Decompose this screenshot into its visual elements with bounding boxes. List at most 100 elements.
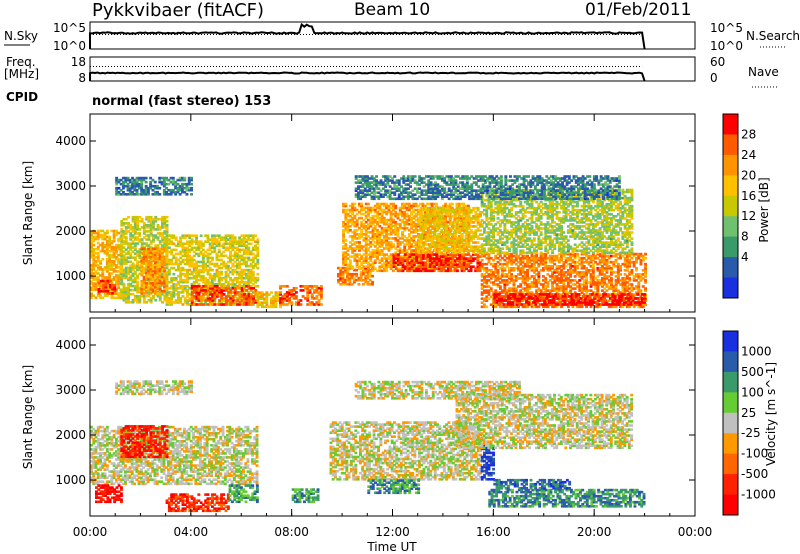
power-cell bbox=[226, 264, 230, 268]
power-cell bbox=[136, 232, 139, 235]
power-cell bbox=[465, 223, 469, 226]
power-cell bbox=[170, 250, 174, 254]
power-cell bbox=[156, 244, 160, 247]
power-cell bbox=[161, 222, 164, 225]
power-cell bbox=[249, 234, 253, 237]
power-cell bbox=[242, 252, 246, 256]
power-cell bbox=[351, 218, 355, 222]
power-cell bbox=[163, 255, 166, 259]
power-cell bbox=[435, 219, 439, 222]
power-cell bbox=[90, 237, 93, 241]
power-cell bbox=[158, 276, 162, 280]
power-cell bbox=[199, 242, 203, 246]
power-cell bbox=[127, 288, 130, 292]
power-cell bbox=[229, 293, 232, 296]
power-cell bbox=[113, 285, 117, 289]
power-cell bbox=[414, 208, 418, 212]
power-cell bbox=[476, 259, 480, 262]
power-cell bbox=[170, 287, 174, 290]
power-cell bbox=[512, 267, 516, 270]
power-cell bbox=[392, 243, 395, 246]
power-cell bbox=[410, 206, 413, 210]
power-cell bbox=[283, 299, 287, 302]
power-cell bbox=[344, 214, 348, 218]
power-cell bbox=[208, 252, 212, 256]
power-cell bbox=[256, 301, 260, 304]
power-cell bbox=[102, 285, 105, 289]
power-cell bbox=[217, 240, 221, 243]
power-cell bbox=[147, 249, 151, 252]
power-cell bbox=[140, 279, 144, 283]
power-cell bbox=[369, 210, 373, 214]
power-cell bbox=[183, 280, 187, 284]
power-cell bbox=[508, 281, 511, 284]
power-cell bbox=[297, 299, 301, 302]
power-cell bbox=[355, 212, 359, 216]
power-cell bbox=[437, 247, 441, 250]
power-cell bbox=[387, 265, 391, 268]
power-cell bbox=[110, 253, 114, 257]
power-cell bbox=[156, 271, 160, 275]
power-cell bbox=[494, 262, 498, 266]
power-cell bbox=[256, 252, 260, 256]
power-cell bbox=[195, 252, 198, 256]
power-cell bbox=[489, 271, 493, 274]
power-cell bbox=[245, 274, 248, 278]
power-cell bbox=[367, 263, 370, 266]
power-cell bbox=[389, 247, 393, 250]
power-cell bbox=[553, 277, 557, 280]
power-cell bbox=[247, 276, 251, 280]
power-cell bbox=[197, 303, 201, 306]
power-cell bbox=[344, 243, 348, 246]
power-cell bbox=[492, 283, 495, 286]
power-cell bbox=[172, 293, 176, 296]
power-cell bbox=[392, 265, 396, 268]
power-cell bbox=[447, 231, 451, 234]
power-cell bbox=[217, 244, 221, 248]
power-cell bbox=[163, 236, 167, 239]
power-cell bbox=[442, 233, 446, 236]
power-cell bbox=[429, 221, 432, 224]
power-cell bbox=[151, 269, 155, 273]
power-cell bbox=[236, 242, 239, 246]
power-cell bbox=[460, 211, 464, 214]
power-cell bbox=[142, 294, 146, 298]
power-cell bbox=[440, 245, 444, 248]
power-cell bbox=[151, 283, 155, 287]
power-cell bbox=[521, 299, 525, 302]
power-cell bbox=[242, 258, 246, 262]
power-cell bbox=[224, 278, 228, 282]
power-cell bbox=[440, 237, 444, 240]
power-cell bbox=[469, 257, 473, 260]
power-cell bbox=[158, 247, 162, 250]
power-cell bbox=[510, 287, 514, 290]
power-cell bbox=[204, 234, 208, 237]
power-cell bbox=[396, 226, 400, 230]
power-cell bbox=[476, 261, 480, 264]
power-cell bbox=[424, 251, 428, 255]
power-cell bbox=[405, 208, 409, 212]
power-cell bbox=[476, 251, 480, 255]
power-cell bbox=[344, 251, 348, 254]
power-cell bbox=[206, 258, 210, 262]
power-cell bbox=[165, 287, 169, 290]
power-cell bbox=[371, 216, 375, 220]
power-cell bbox=[154, 249, 157, 252]
power-cell bbox=[90, 247, 93, 251]
power-cell bbox=[476, 221, 480, 224]
power-cell bbox=[249, 295, 253, 298]
power-cell bbox=[215, 256, 219, 260]
power-cell bbox=[236, 266, 239, 270]
power-cell bbox=[539, 291, 543, 294]
power-cell bbox=[254, 301, 258, 304]
power-cell bbox=[532, 279, 536, 282]
power-cell bbox=[346, 249, 350, 252]
power-cell bbox=[479, 221, 482, 224]
power-cell bbox=[147, 285, 151, 289]
power-cell bbox=[453, 243, 457, 246]
power-cell bbox=[192, 240, 196, 243]
power-cell bbox=[149, 232, 153, 235]
power-cell bbox=[206, 285, 210, 288]
power-cell bbox=[387, 237, 391, 240]
power-cell bbox=[154, 255, 157, 259]
